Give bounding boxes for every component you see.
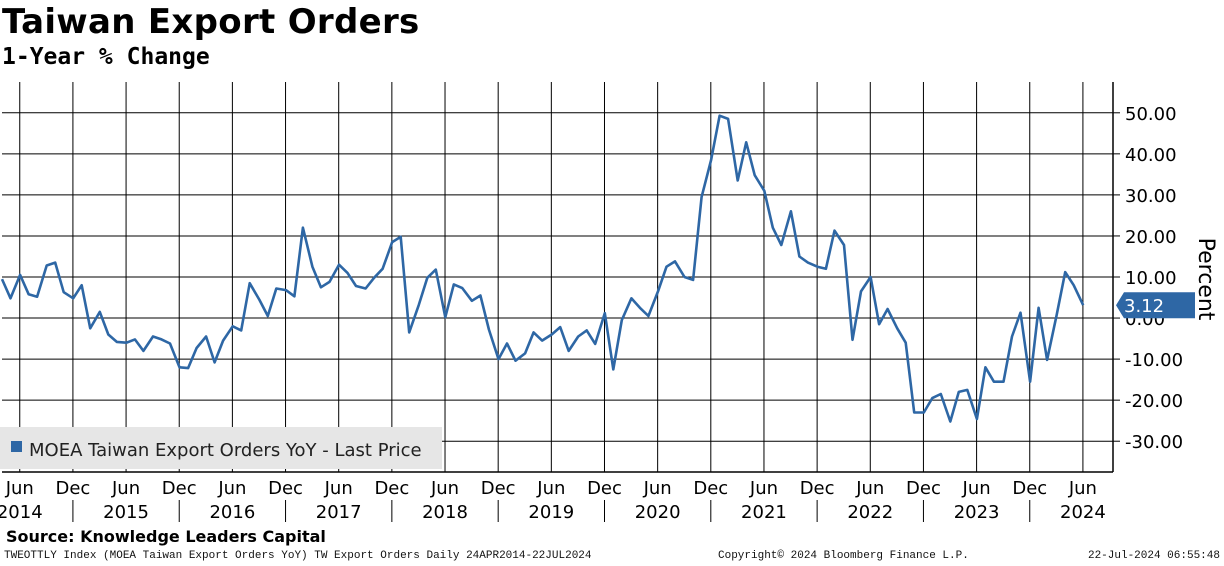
legend-label: MOEA Taiwan Export Orders YoY - Last Pri… [29,440,422,461]
x-tick-label: Dec [55,478,90,499]
last-value-label: 3.12 [1124,296,1164,317]
y-axis-title: Percent [1193,238,1218,321]
x-tick-label: Jun [111,478,140,499]
footer-timestamp: 22-Jul-2024 06:55:48 [1087,550,1220,562]
x-year-label: 2015 [103,502,149,523]
x-tick-label: Jun [217,478,246,499]
x-year-label: 2019 [528,502,574,523]
x-year-label: 2014 [0,502,43,523]
series-line [0,114,1085,423]
x-tick-label: Jun [962,478,991,499]
legend-box [0,427,442,469]
y-tick-label: 40.00 [1125,145,1177,166]
x-year-label: 2018 [422,502,468,523]
y-tick-label: 50.00 [1125,104,1177,125]
x-tick-label: Dec [162,478,197,499]
last-value-tag [1116,292,1195,319]
grid-lines [2,82,1113,472]
y-tick-label: 10.00 [1125,268,1177,289]
x-tick-label: Jun [430,478,459,499]
x-year-label: 2020 [635,502,681,523]
y-tick-label: -30.00 [1125,432,1183,453]
x-tick-label: Dec [800,478,835,499]
x-tick-label: Dec [587,478,622,499]
x-year-label: 2021 [741,502,787,523]
x-tick-label: Jun [536,478,565,499]
legend: MOEA Taiwan Export Orders YoY - Last Pri… [0,427,442,469]
x-tick-label: Dec [268,478,303,499]
axes: 50.0040.0030.0020.0010.000.00-10.00-20.0… [0,82,1218,523]
x-year-label: 2023 [954,502,1000,523]
series-layer [0,114,1085,423]
x-tick-label: Dec [906,478,941,499]
x-tick-label: Jun [5,478,34,499]
x-tick-label: Jun [1068,478,1097,499]
footer-index-info: TWEOTTLY Index (MOEA Taiwan Export Order… [4,550,592,562]
source-note: Source: Knowledge Leaders Capital [6,527,326,546]
x-year-label: 2017 [316,502,362,523]
x-tick-label: Dec [693,478,728,499]
legend-swatch [11,441,22,452]
x-tick-label: Dec [1012,478,1047,499]
chart-title: Taiwan Export Orders [2,2,420,42]
x-tick-label: Dec [481,478,516,499]
x-tick-label: Jun [643,478,672,499]
x-year-label: 2022 [847,502,893,523]
y-tick-label: -20.00 [1125,391,1183,412]
footer-copyright: Copyright© 2024 Bloomberg Finance L.P. [718,550,969,562]
y-tick-label: -10.00 [1125,350,1183,371]
x-tick-label: Jun [749,478,778,499]
x-tick-label: Dec [374,478,409,499]
x-tick-label: Jun [324,478,353,499]
chart-subtitle: 1-Year % Change [2,44,210,70]
y-tick-label: 30.00 [1125,186,1177,207]
x-year-label: 2016 [209,502,255,523]
x-year-label: 2024 [1060,502,1106,523]
y-tick-label: 20.00 [1125,227,1177,248]
x-tick-label: Jun [855,478,884,499]
